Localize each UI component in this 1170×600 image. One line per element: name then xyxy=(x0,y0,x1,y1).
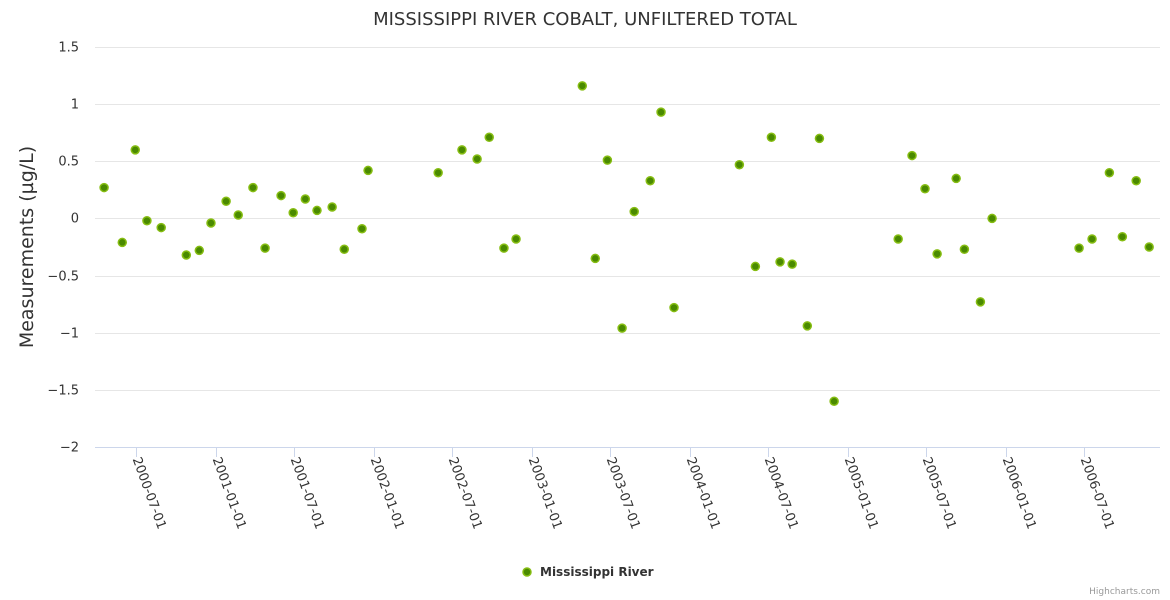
y-tick-label: −0.5 xyxy=(47,270,79,285)
data-point[interactable] xyxy=(484,132,494,143)
data-point[interactable] xyxy=(959,244,970,255)
data-point[interactable] xyxy=(975,297,986,307)
x-tick-label: 2003-01-01 xyxy=(525,455,565,531)
data-point[interactable] xyxy=(181,250,192,260)
data-point[interactable] xyxy=(617,323,627,333)
y-axis-title: Measurements (µg/L) xyxy=(16,146,38,348)
x-tick-label: 2001-07-01 xyxy=(287,455,327,531)
x-tick-label: 2003-07-01 xyxy=(603,455,643,531)
y-tick-label: −1.5 xyxy=(47,384,79,399)
legend-item-mississippi-river[interactable]: Mississippi River xyxy=(522,565,654,579)
x-tick-label: 2005-07-01 xyxy=(919,455,959,531)
x-tick-label: 2002-01-01 xyxy=(367,455,407,531)
data-point[interactable] xyxy=(288,207,298,218)
credits-link[interactable]: Highcharts.com xyxy=(1089,587,1160,597)
x-tick-label: 2004-07-01 xyxy=(761,455,801,531)
data-point[interactable] xyxy=(1117,231,1128,242)
data-point[interactable] xyxy=(433,167,443,178)
legend-marker xyxy=(522,567,532,577)
data-point[interactable] xyxy=(1074,243,1084,253)
grid-lines xyxy=(95,47,1160,391)
data-point[interactable] xyxy=(327,202,337,212)
data-point[interactable] xyxy=(577,81,588,91)
x-tick-label: 2005-01-01 xyxy=(841,455,881,531)
data-point[interactable] xyxy=(645,175,655,186)
data-point[interactable] xyxy=(511,234,521,244)
x-tick-label: 2006-01-01 xyxy=(999,455,1039,531)
data-point[interactable] xyxy=(357,223,367,234)
data-point[interactable] xyxy=(932,249,942,259)
data-point[interactable] xyxy=(602,155,613,165)
data-point[interactable] xyxy=(221,196,231,207)
data-point[interactable] xyxy=(472,154,482,164)
legend-label: Mississippi River xyxy=(540,565,654,579)
x-tick-label: 2001-01-01 xyxy=(209,455,249,531)
data-point[interactable] xyxy=(248,182,258,193)
series-mississippi-river xyxy=(99,81,1154,407)
y-tick-label: 0 xyxy=(71,212,79,227)
data-point[interactable] xyxy=(363,165,373,176)
data-point[interactable] xyxy=(142,215,152,226)
data-point[interactable] xyxy=(457,145,467,155)
data-point[interactable] xyxy=(312,205,322,216)
x-axis-ticks: 2000-07-01 2001-01-01 2001-07-01 2002-01-01… xyxy=(129,447,1117,531)
data-point[interactable] xyxy=(907,150,917,161)
data-point[interactable] xyxy=(920,183,930,194)
data-point[interactable] xyxy=(951,173,961,184)
data-point[interactable] xyxy=(734,159,745,170)
data-point[interactable] xyxy=(233,210,243,220)
y-tick-label: −1 xyxy=(60,327,79,342)
data-point[interactable] xyxy=(656,107,666,117)
data-point[interactable] xyxy=(206,218,216,228)
data-point[interactable] xyxy=(987,213,997,224)
x-tick-label: 2006-07-01 xyxy=(1077,455,1117,531)
y-tick-label: 0.5 xyxy=(58,155,79,170)
data-point[interactable] xyxy=(499,243,509,253)
x-tick-label: 2004-01-01 xyxy=(683,455,723,531)
y-tick-label: 1.5 xyxy=(58,41,79,56)
data-point[interactable] xyxy=(260,243,270,253)
data-point[interactable] xyxy=(130,145,140,155)
x-tick-label: 2000-07-01 xyxy=(129,455,169,531)
x-tick-label: 2002-07-01 xyxy=(445,455,485,531)
data-point[interactable] xyxy=(276,190,286,201)
data-point[interactable] xyxy=(750,261,761,272)
y-tick-label: 1 xyxy=(71,98,79,113)
data-point[interactable] xyxy=(117,237,128,248)
data-point[interactable] xyxy=(590,253,601,264)
data-point[interactable] xyxy=(829,396,839,407)
data-point[interactable] xyxy=(1131,175,1141,186)
data-point[interactable] xyxy=(766,132,777,143)
data-point[interactable] xyxy=(1104,167,1115,178)
data-point[interactable] xyxy=(300,194,311,204)
data-point[interactable] xyxy=(194,245,205,256)
data-point[interactable] xyxy=(339,244,350,255)
data-point[interactable] xyxy=(775,257,785,267)
data-point[interactable] xyxy=(1144,242,1154,252)
data-point[interactable] xyxy=(156,222,166,233)
data-point[interactable] xyxy=(814,133,825,144)
y-axis-ticks: 1.5 1 0.5 0 −0.5 −1 −1.5 −2 xyxy=(47,41,79,456)
chart-title: MISSISSIPPI RIVER COBALT, UNFILTERED TOT… xyxy=(373,9,797,30)
data-point[interactable] xyxy=(99,182,109,193)
data-point[interactable] xyxy=(1087,234,1097,244)
data-point[interactable] xyxy=(669,302,679,313)
data-point[interactable] xyxy=(893,234,903,244)
data-point[interactable] xyxy=(787,259,797,269)
data-point[interactable] xyxy=(802,321,813,331)
y-tick-label: −2 xyxy=(60,441,79,456)
data-point[interactable] xyxy=(629,206,639,217)
